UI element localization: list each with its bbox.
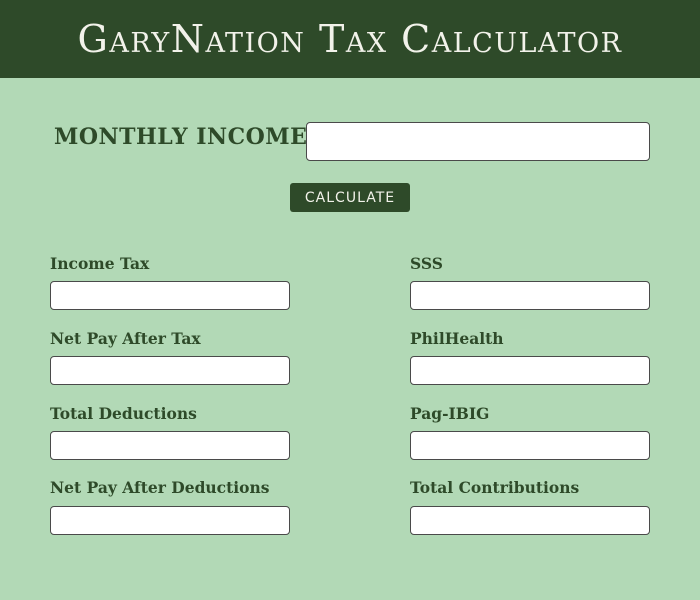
monthly-income-input[interactable] [306,122,650,161]
total-deductions-label: Total Deductions [50,404,197,423]
total-deductions-field[interactable] [50,431,290,460]
app-header: GaryNation Tax Calculator [0,0,700,78]
calculator-panel: MONTHLY INCOME: CALCULATE Income Tax Net… [0,78,700,600]
sss-field[interactable] [410,281,650,310]
sss-label: SSS [410,254,443,273]
monthly-income-label: MONTHLY INCOME: [54,124,317,150]
philhealth-label: PhilHealth [410,329,504,348]
net-pay-after-tax-label: Net Pay After Tax [50,329,201,348]
calculate-button[interactable]: CALCULATE [290,183,410,212]
income-tax-label: Income Tax [50,254,150,273]
philhealth-field[interactable] [410,356,650,385]
net-pay-after-deductions-label: Net Pay After Deductions [50,478,270,497]
income-tax-field[interactable] [50,281,290,310]
pag-ibig-field[interactable] [410,431,650,460]
pag-ibig-label: Pag-IBIG [410,404,490,423]
total-contributions-field[interactable] [410,506,650,535]
total-contributions-label: Total Contributions [410,478,580,497]
net-pay-after-deductions-field[interactable] [50,506,290,535]
app-title: GaryNation Tax Calculator [77,17,623,61]
net-pay-after-tax-field[interactable] [50,356,290,385]
